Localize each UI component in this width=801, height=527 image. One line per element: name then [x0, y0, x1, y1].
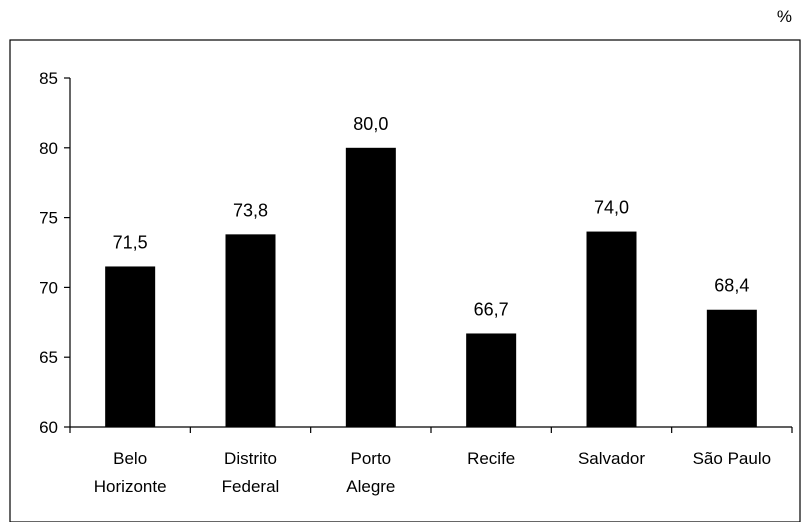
bar: [225, 234, 276, 427]
category-label-line: Porto: [351, 449, 392, 468]
y-tick-label: 70: [39, 278, 58, 297]
category-label: São Paulo: [693, 449, 771, 468]
category-labels-group: Belo Horizonte Distrito Federal Porto Alegre R…: [94, 449, 771, 496]
data-label: 80,0: [353, 114, 388, 134]
bar: [345, 147, 396, 428]
category-label-line: Recife: [467, 449, 515, 468]
y-tick-label: 60: [39, 418, 58, 437]
data-labels-group: 71,5 73,8 80,0 66,7 74,0 68,4: [113, 114, 750, 320]
y-tick-label: 80: [39, 139, 58, 158]
bars-group: [105, 147, 757, 428]
y-axis-ticks: 60 65 70 75 80 85: [39, 69, 70, 437]
category-label: Distrito Federal: [222, 449, 280, 496]
bar: [105, 266, 156, 427]
y-tick-label: 75: [39, 209, 58, 228]
category-label-line: Federal: [222, 477, 280, 496]
category-label: Porto Alegre: [346, 449, 395, 496]
bar: [466, 333, 517, 427]
data-label: 68,4: [714, 276, 749, 296]
category-label: Salvador: [578, 449, 645, 468]
y-tick-label: 85: [39, 69, 58, 88]
category-label-line: Salvador: [578, 449, 645, 468]
bar: [706, 309, 757, 427]
data-label: 73,8: [233, 200, 268, 220]
y-tick-label: 65: [39, 348, 58, 367]
category-label: Belo Horizonte: [94, 449, 167, 496]
bar: [586, 231, 637, 427]
category-label-line: Horizonte: [94, 477, 167, 496]
category-label-line: São Paulo: [693, 449, 771, 468]
x-axis-ticks: [69, 427, 793, 433]
unit-label: %: [777, 7, 792, 26]
data-label: 66,7: [474, 299, 509, 319]
data-label: 71,5: [113, 232, 148, 252]
category-label-line: Belo: [113, 449, 147, 468]
category-label-line: Alegre: [346, 477, 395, 496]
category-label-line: Distrito: [224, 449, 277, 468]
category-label: Recife: [467, 449, 515, 468]
data-label: 74,0: [594, 198, 629, 218]
